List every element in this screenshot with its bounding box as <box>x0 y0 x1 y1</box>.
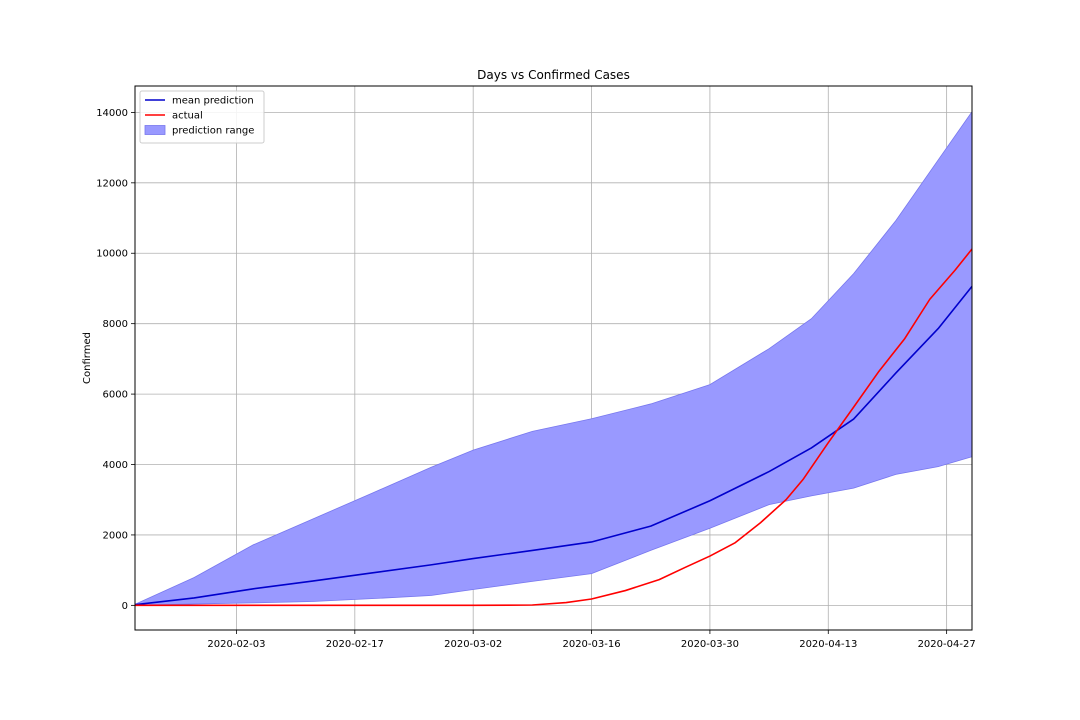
x-tick-label: 2020-02-03 <box>207 639 265 650</box>
x-tick-label: 2020-04-13 <box>799 639 857 650</box>
legend-label: actual <box>172 111 203 122</box>
actual-line <box>135 248 972 607</box>
y-axis: 0 2000 4000 6000 8000 10000 12000 14000 <box>96 108 135 612</box>
y-tick-label: 6000 <box>103 390 128 401</box>
x-tick-label: 2020-03-30 <box>681 639 739 650</box>
prediction-range-band <box>135 111 972 606</box>
y-tick-label: 10000 <box>96 249 128 260</box>
legend-swatch <box>144 125 166 135</box>
legend-box <box>139 90 265 144</box>
legend-label: mean prediction <box>172 96 254 107</box>
x-axis: 2020-02-03 2020-02-17 2020-03-02 2020-03-16… <box>207 630 976 650</box>
x-tick-label: 2020-03-16 <box>562 639 620 650</box>
x-tick-label: 2020-03-02 <box>444 639 502 650</box>
legend-label: prediction range <box>172 126 254 137</box>
legend: mean prediction actual prediction range <box>139 90 265 144</box>
series-group <box>135 111 972 607</box>
mean-prediction-line <box>135 285 972 606</box>
y-tick-label: 0 <box>122 601 128 612</box>
y-tick-label: 12000 <box>96 178 128 189</box>
x-tick-label: 2020-02-17 <box>326 639 384 650</box>
plot-area <box>135 111 972 607</box>
chart-title: Days vs Confirmed Cases <box>477 68 630 82</box>
y-tick-label: 2000 <box>103 530 128 541</box>
y-tick-label: 14000 <box>96 108 128 119</box>
y-axis-label: Confirmed <box>82 332 93 384</box>
y-tick-label: 8000 <box>103 319 128 330</box>
y-tick-label: 4000 <box>103 460 128 471</box>
x-tick-label: 2020-04-27 <box>918 639 976 650</box>
axes-frame <box>134 85 973 631</box>
